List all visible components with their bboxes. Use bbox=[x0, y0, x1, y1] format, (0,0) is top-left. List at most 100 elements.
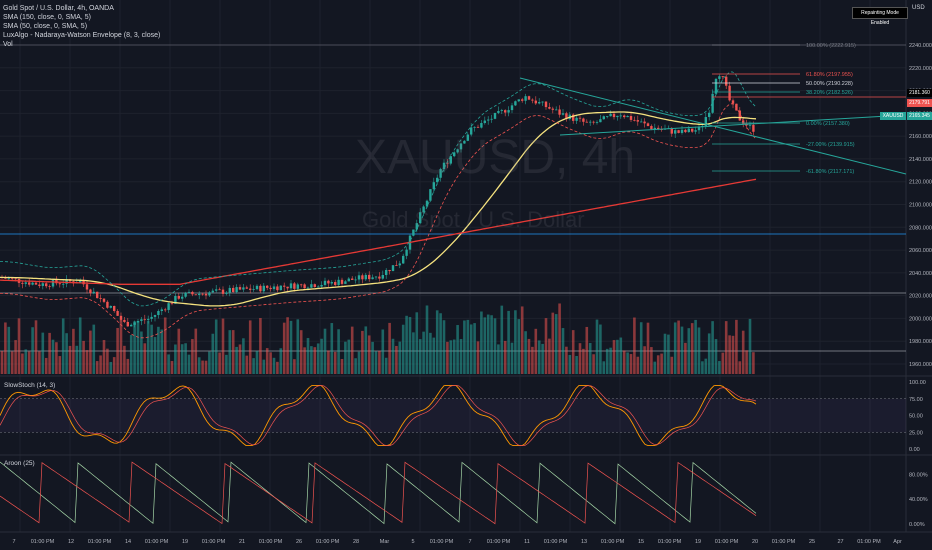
volume-bar bbox=[602, 361, 606, 374]
volume-bar bbox=[646, 322, 650, 374]
volume-bar bbox=[262, 359, 266, 374]
candle-body bbox=[269, 287, 272, 290]
candle-body bbox=[544, 101, 548, 108]
legend-vol[interactable]: Vol bbox=[3, 41, 13, 48]
volume-bar bbox=[707, 333, 711, 374]
legend-sma150[interactable]: SMA (150, close, 0, SMA, 5) bbox=[3, 14, 91, 21]
fib-level-label: 50.00% (2190.228) bbox=[806, 81, 853, 87]
aroon-pane bbox=[0, 461, 757, 525]
candle-body bbox=[578, 117, 582, 119]
candle-body bbox=[555, 109, 558, 111]
candle-body bbox=[497, 111, 500, 113]
stoch-d-line bbox=[0, 385, 757, 446]
candle-body bbox=[531, 99, 534, 101]
time-axis-label: 01:00 PM bbox=[487, 539, 511, 545]
volume-bar bbox=[745, 350, 748, 374]
volume-bar bbox=[609, 347, 612, 374]
volume-bar bbox=[157, 326, 160, 374]
volume-bar bbox=[364, 326, 368, 374]
volume-bar bbox=[143, 343, 147, 374]
fib-level-label: 0.00% (2157.380) bbox=[806, 121, 850, 127]
candle-body bbox=[446, 162, 449, 164]
overlays bbox=[0, 71, 907, 339]
volume-bar bbox=[531, 346, 534, 374]
time-axis-label: 26 bbox=[296, 539, 302, 545]
candle-body bbox=[102, 298, 106, 302]
volume-bar bbox=[282, 322, 286, 374]
volume-bar bbox=[650, 347, 653, 374]
volume-bar bbox=[14, 340, 17, 374]
candle-body bbox=[228, 287, 231, 293]
volume-bar bbox=[354, 358, 357, 374]
volume-bar bbox=[119, 320, 123, 374]
candle-body bbox=[126, 321, 129, 327]
volume-bar bbox=[279, 348, 283, 374]
volume-bar bbox=[639, 322, 643, 374]
volume-bar bbox=[344, 341, 347, 374]
aroon-label[interactable]: Aroon (25) bbox=[4, 460, 35, 467]
volume-bar bbox=[333, 351, 337, 374]
candle-body bbox=[65, 279, 68, 284]
candle-body bbox=[677, 130, 680, 133]
volume-bar bbox=[381, 329, 385, 374]
volume-bar bbox=[269, 352, 272, 374]
volume-bar bbox=[595, 319, 599, 374]
candle-body bbox=[89, 289, 92, 294]
candle-body bbox=[306, 287, 310, 289]
stoch-axis-label: 50.00 bbox=[909, 414, 923, 420]
volume-bar bbox=[735, 319, 738, 374]
volume-bar bbox=[68, 345, 72, 374]
price-tag-1: 2181.360 bbox=[907, 89, 932, 97]
time-axis-label: 01:00 PM bbox=[601, 539, 625, 545]
volume-bar bbox=[180, 344, 184, 374]
candle-body bbox=[612, 113, 616, 118]
current-price-tag: 2165.345 bbox=[907, 112, 932, 120]
repainting-mode-button[interactable]: Repainting Mode Enabled bbox=[852, 7, 908, 26]
volume-bar bbox=[44, 357, 48, 374]
volume-bar bbox=[99, 355, 102, 374]
time-axis-label: 27 bbox=[837, 539, 843, 545]
candle-body bbox=[653, 127, 656, 130]
volume-bar bbox=[316, 343, 320, 374]
volume-bar bbox=[677, 320, 680, 374]
time-axis-label: 01:00 PM bbox=[715, 539, 739, 545]
time-axis-label: 01:00 PM bbox=[857, 539, 881, 545]
candle-body bbox=[347, 278, 350, 282]
candle-body bbox=[14, 278, 17, 280]
candle-body bbox=[160, 309, 163, 312]
time-axis-label: 5 bbox=[411, 539, 414, 545]
candle-body bbox=[405, 249, 408, 256]
volume-bar bbox=[187, 354, 191, 374]
candle-body bbox=[480, 123, 483, 128]
stoch-label[interactable]: SlowStoch (14, 3) bbox=[4, 382, 56, 389]
legend-sma50[interactable]: SMA (50, close, 0, SMA, 5) bbox=[3, 23, 88, 30]
time-axis-label: 25 bbox=[809, 539, 815, 545]
candle-body bbox=[738, 110, 741, 121]
candle-body bbox=[194, 294, 197, 296]
volume-bar bbox=[133, 321, 136, 374]
volume-bar bbox=[174, 344, 177, 374]
volume-bar bbox=[418, 339, 422, 374]
legend-luxalgo[interactable]: LuxAlgo - Nadaraya-Watson Envelope (8, 3… bbox=[3, 32, 161, 39]
volume-bar bbox=[211, 333, 215, 374]
candle-body bbox=[259, 285, 262, 292]
watermark-symbol: XAUUSD, 4h bbox=[355, 131, 636, 184]
volume-bar bbox=[568, 354, 572, 374]
price-axis-label: 2140.000 bbox=[909, 157, 932, 163]
volume-bar bbox=[476, 341, 480, 374]
candle-body bbox=[429, 189, 432, 201]
candle-body bbox=[582, 118, 585, 122]
stoch-axis-label: 75.00 bbox=[909, 397, 923, 403]
candle-body bbox=[517, 99, 520, 102]
time-axis-label: 20 bbox=[752, 539, 758, 545]
candle-body bbox=[364, 274, 367, 280]
candle-body bbox=[198, 293, 201, 296]
currency-label[interactable]: USD bbox=[912, 5, 925, 11]
candle-body bbox=[303, 284, 306, 289]
volume-bar bbox=[51, 339, 55, 374]
volume-bars bbox=[0, 303, 755, 374]
volume-bar bbox=[34, 320, 38, 374]
volume-bar bbox=[17, 318, 21, 374]
price-axis-label: 2080.000 bbox=[909, 225, 932, 231]
